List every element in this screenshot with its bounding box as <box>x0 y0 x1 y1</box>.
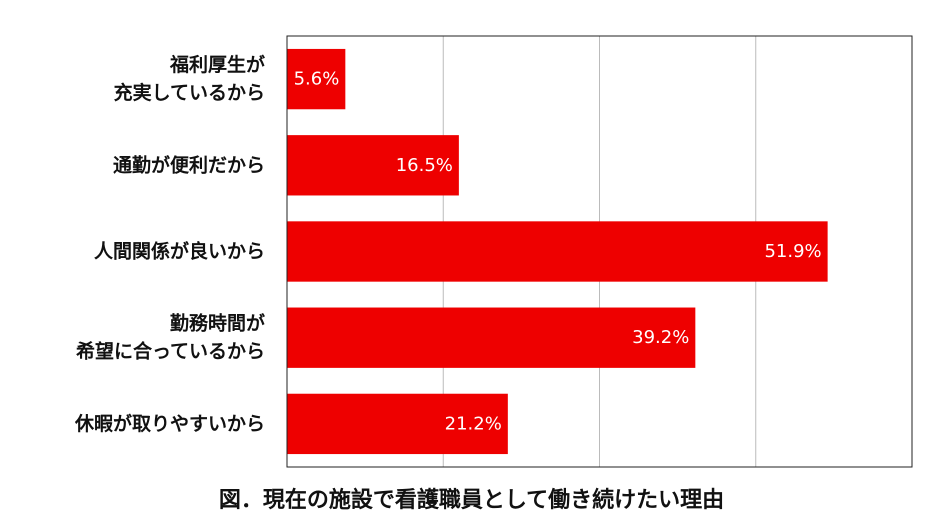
plot-frame <box>286 35 913 468</box>
value-label: 16.5% <box>396 155 453 176</box>
category-label: 人間関係が良いから <box>94 240 265 263</box>
value-label: 5.6% <box>294 69 340 90</box>
category-label: 休暇が取りやすいから <box>74 412 265 435</box>
value-label: 39.2% <box>632 327 689 348</box>
bar <box>287 135 459 196</box>
category-label: 充実しているから <box>114 81 265 104</box>
bar <box>287 48 346 110</box>
category-label: 希望に合っているから <box>76 340 265 363</box>
category-label: 福利厚生が <box>169 53 265 76</box>
category-label: 通勤が便利だから <box>113 153 265 176</box>
value-label: 21.2% <box>445 413 502 434</box>
bar <box>287 307 696 368</box>
chart-caption: 図．現在の施設で看護職員として働き続けたい理由 <box>218 488 725 513</box>
bar <box>287 393 508 455</box>
category-label: 勤務時間が <box>170 312 265 335</box>
bar <box>287 221 828 282</box>
value-label: 51.9% <box>764 241 821 262</box>
